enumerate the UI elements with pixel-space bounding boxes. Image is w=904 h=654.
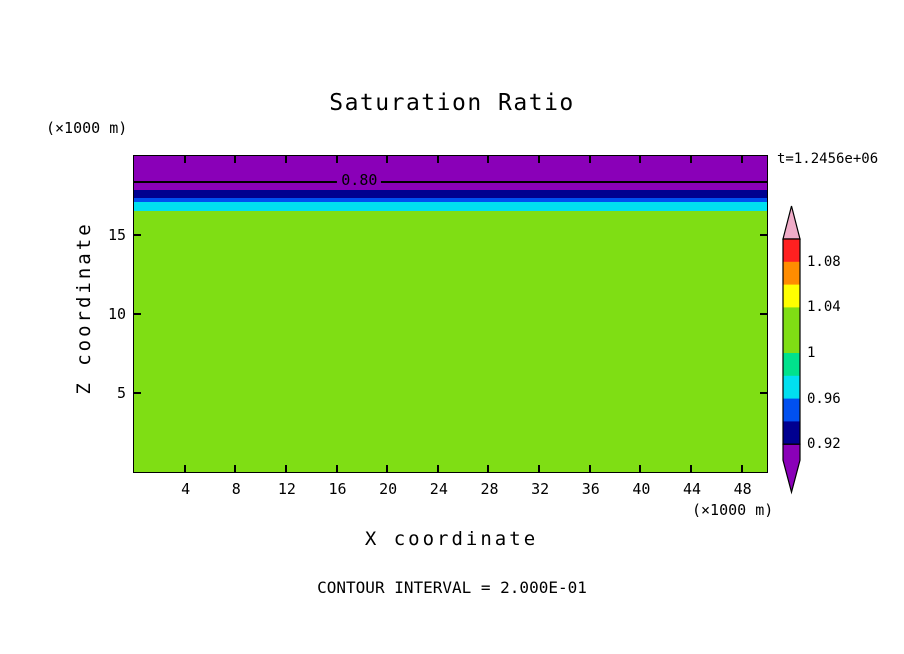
x-tick-label: 24	[429, 480, 448, 498]
x-tick-mark	[234, 156, 237, 163]
x-tick-mark	[538, 156, 541, 163]
x-tick-mark	[588, 156, 591, 163]
x-tick-mark	[284, 156, 287, 163]
contour-interval-note: CONTOUR INTERVAL = 2.000E-01	[317, 578, 587, 597]
y-tick-mark	[760, 234, 767, 236]
x-tick-mark	[284, 465, 287, 472]
x-tick-mark	[487, 465, 490, 472]
colorbar-label: 0.96	[807, 390, 841, 407]
x-tick-label: 44	[683, 480, 702, 498]
x-tick-label: 36	[581, 480, 600, 498]
y-tick-mark	[134, 392, 141, 394]
x-tick-mark	[690, 465, 693, 472]
x-tick-mark	[487, 156, 490, 163]
plot-area: 0.80	[133, 155, 768, 473]
colorbar	[782, 205, 801, 495]
saturation-band	[134, 156, 767, 190]
x-tick-mark	[740, 156, 743, 163]
x-tick-mark	[183, 465, 186, 472]
x-tick-label: 12	[277, 480, 296, 498]
x-tick-label: 4	[181, 480, 191, 498]
saturation-band	[134, 210, 767, 472]
x-tick-mark	[436, 156, 439, 163]
x-tick-mark	[639, 156, 642, 163]
x-tick-mark	[588, 465, 591, 472]
x-tick-mark	[436, 465, 439, 472]
colorbar-segment-orange	[783, 261, 800, 286]
x-tick-label: 28	[480, 480, 499, 498]
x-tick-label: 8	[231, 480, 241, 498]
colorbar-segment-above-range-arrow	[782, 205, 801, 240]
x-tick-mark	[690, 156, 693, 163]
colorbar-segment-yellow-green	[783, 307, 800, 354]
saturation-band	[134, 197, 767, 202]
x-tick-label: 16	[328, 480, 347, 498]
colorbar-segment-below-range-arrow	[782, 443, 801, 495]
y-axis-unit: (×1000 m)	[46, 119, 128, 137]
colorbar-label: 1.04	[807, 299, 841, 316]
x-tick-mark	[538, 465, 541, 472]
y-tick-label: 5	[116, 384, 126, 402]
colorbar-label: 1.08	[807, 253, 841, 270]
x-tick-label: 20	[379, 480, 398, 498]
colorbar-segment-cyan	[783, 375, 800, 400]
y-tick-label: 15	[107, 226, 126, 244]
x-tick-label: 48	[733, 480, 752, 498]
colorbar-label: 1	[807, 345, 816, 361]
chart-title: Saturation Ratio	[329, 90, 575, 116]
x-tick-mark	[335, 156, 338, 163]
x-tick-mark	[183, 156, 186, 163]
y-tick-mark	[134, 313, 141, 315]
x-tick-mark	[386, 156, 389, 163]
x-tick-label: 40	[632, 480, 651, 498]
time-annotation: t=1.2456e+06	[777, 151, 879, 167]
saturation-band	[134, 201, 767, 211]
x-tick-mark	[740, 465, 743, 472]
x-tick-mark	[639, 465, 642, 472]
colorbar-outline	[782, 238, 801, 445]
y-tick-mark	[134, 234, 141, 236]
colorbar-segment-navy	[783, 421, 800, 445]
x-tick-label: 32	[531, 480, 550, 498]
x-axis-unit: (×1000 m)	[692, 501, 774, 519]
y-tick-mark	[760, 392, 767, 394]
colorbar-segment-blue	[783, 398, 800, 422]
contour-line-label: 0.80	[337, 171, 382, 190]
x-tick-mark	[234, 465, 237, 472]
x-tick-mark	[335, 465, 338, 472]
x-tick-mark	[386, 465, 389, 472]
contour-line	[134, 180, 767, 183]
colorbar-segment-red	[783, 239, 800, 263]
colorbar-label: 0.92	[807, 436, 841, 453]
saturation-band	[134, 189, 767, 198]
y-tick-mark	[760, 313, 767, 315]
x-axis-label: X coordinate	[364, 528, 539, 550]
colorbar-segment-spring-green	[783, 353, 800, 377]
y-tick-label: 10	[107, 305, 126, 323]
colorbar-segment-yellow	[783, 284, 800, 308]
